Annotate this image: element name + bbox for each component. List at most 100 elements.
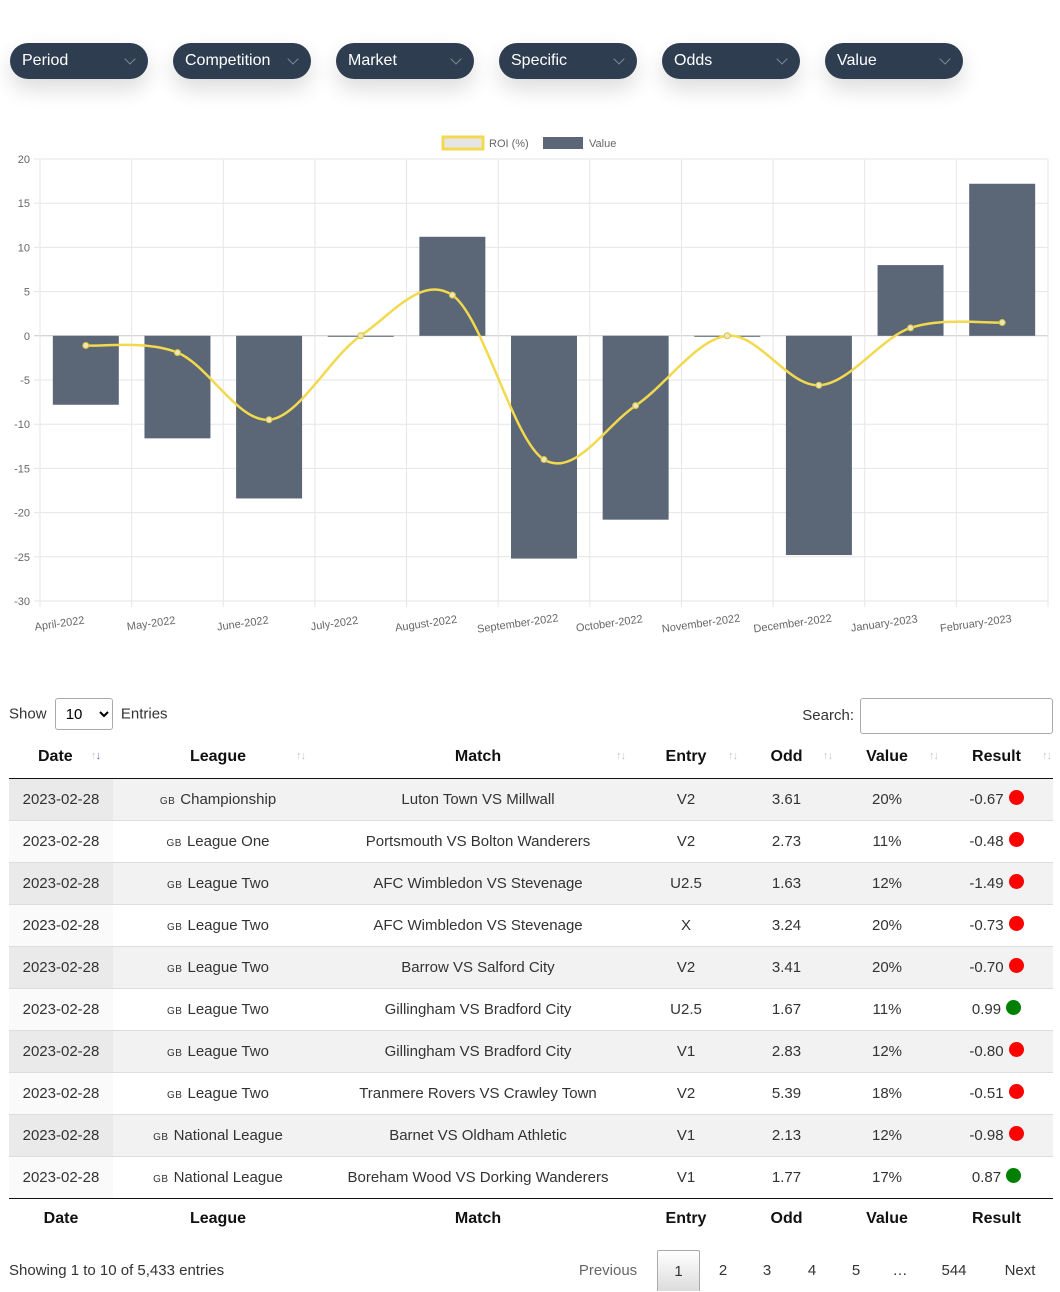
cell-result: -0.73 bbox=[940, 903, 1053, 946]
chevron-down-icon bbox=[939, 53, 951, 65]
roi-point bbox=[357, 332, 365, 340]
cell-odd: 2.73 bbox=[739, 819, 834, 862]
roi-line bbox=[82, 288, 1006, 465]
footer-value: Value bbox=[834, 1197, 940, 1240]
page-button-3[interactable]: 3 bbox=[762, 1262, 772, 1279]
table-row: 2023-02-28 GB League Two AFC Wimbledon VS S… bbox=[9, 903, 1053, 946]
result-value: -0.70 bbox=[969, 959, 1004, 976]
column-header-label: Date bbox=[38, 747, 73, 765]
page-button-5[interactable]: 5 bbox=[851, 1262, 861, 1279]
x-tick-label: November-2022 bbox=[661, 613, 741, 636]
cell-value: 11% bbox=[834, 987, 940, 1030]
cell-value: 12% bbox=[834, 861, 940, 904]
gb-flag-icon: GB bbox=[166, 837, 182, 849]
gb-flag-icon: GB bbox=[153, 1173, 169, 1185]
cell-entry: V2 bbox=[633, 819, 739, 862]
next-button[interactable]: Next bbox=[1004, 1262, 1036, 1279]
table-footer-row: Date League Match Entry Odd Value Result bbox=[9, 1197, 1053, 1240]
value-bar bbox=[511, 335, 577, 559]
table-row: 2023-02-28 GB National League Boreham Wood … bbox=[9, 1155, 1053, 1198]
y-tick-label: -15 bbox=[14, 463, 30, 475]
cell-result: -0.51 bbox=[940, 1071, 1053, 1114]
page-button-1[interactable]: 1 bbox=[657, 1250, 700, 1291]
cell-league: GB League Two bbox=[113, 987, 323, 1030]
x-tick-label: May-2022 bbox=[126, 615, 176, 634]
cell-entry: V2 bbox=[633, 1071, 739, 1114]
cell-league: GB League Two bbox=[113, 1071, 323, 1114]
table-row: 2023-02-28 GB National League Barnet VS Old… bbox=[9, 1113, 1053, 1156]
cell-odd: 1.67 bbox=[739, 987, 834, 1030]
x-tick-label: September-2022 bbox=[476, 612, 559, 635]
league-name: League Two bbox=[187, 958, 269, 976]
competition-filter-label: Competition bbox=[185, 52, 271, 69]
y-tick-label: -10 bbox=[14, 419, 30, 431]
value-bars bbox=[52, 183, 1036, 559]
league-name: Championship bbox=[180, 790, 277, 808]
cell-entry: V2 bbox=[633, 945, 739, 988]
value-bar bbox=[419, 236, 486, 336]
roi-legend-label: ROI (%) bbox=[489, 138, 529, 150]
table-body: 2023-02-28 GB Championship Luton Town VS Mi… bbox=[9, 777, 1053, 1198]
gb-flag-icon: GB bbox=[167, 921, 183, 933]
cell-odd: 1.63 bbox=[739, 861, 834, 904]
search-input[interactable] bbox=[860, 698, 1053, 734]
value-filter[interactable]: Value bbox=[825, 43, 963, 79]
cell-odd: 1.77 bbox=[739, 1155, 834, 1198]
cell-value: 20% bbox=[834, 945, 940, 988]
page-button-4[interactable]: 4 bbox=[807, 1262, 817, 1279]
sort-icon: ↑↓ bbox=[616, 750, 626, 762]
page-length-select[interactable]: 10 bbox=[54, 698, 113, 730]
sort-icon: ↑↓ bbox=[91, 750, 101, 762]
cell-league: GB League One bbox=[113, 819, 323, 862]
cell-date: 2023-02-28 bbox=[9, 819, 113, 862]
cell-league: GB Championship bbox=[113, 777, 323, 820]
roi-point bbox=[907, 324, 915, 332]
entries-label: Entries bbox=[120, 705, 168, 723]
cell-match: Barnet VS Oldham Athletic bbox=[323, 1113, 633, 1156]
column-header-odd[interactable]: Odd ↑↓ bbox=[739, 736, 834, 779]
period-filter-label: Period bbox=[22, 52, 69, 69]
column-header-match[interactable]: Match ↑↓ bbox=[323, 736, 633, 779]
table-row: 2023-02-28 GB Championship Luton Town VS Mi… bbox=[9, 777, 1053, 820]
show-label: Show bbox=[9, 705, 47, 723]
footer-odd: Odd bbox=[739, 1197, 834, 1240]
odds-filter[interactable]: Odds bbox=[662, 43, 800, 79]
page-button-544[interactable]: 544 bbox=[941, 1262, 967, 1279]
column-header-date[interactable]: Date ↑↓ bbox=[9, 736, 113, 779]
y-tick-label: 15 bbox=[18, 198, 30, 210]
odds-filter-label: Odds bbox=[674, 52, 713, 69]
roi-point bbox=[632, 402, 640, 410]
x-tick-label: October-2022 bbox=[575, 613, 643, 634]
league-name: League Two bbox=[187, 1084, 269, 1102]
table-row: 2023-02-28 GB League Two Tranmere Rovers VS… bbox=[9, 1071, 1053, 1114]
period-filter[interactable]: Period bbox=[10, 43, 148, 79]
specific-filter[interactable]: Specific bbox=[499, 43, 637, 79]
column-header-league[interactable]: League ↑↓ bbox=[113, 736, 323, 779]
value-legend-label: Value bbox=[589, 138, 616, 150]
cell-match: Tranmere Rovers VS Crawley Town bbox=[323, 1071, 633, 1114]
previous-button[interactable]: Previous bbox=[578, 1262, 638, 1279]
cell-result: -0.67 bbox=[940, 777, 1053, 820]
cell-odd: 2.13 bbox=[739, 1113, 834, 1156]
column-header-result[interactable]: Result ↑↓ bbox=[940, 736, 1053, 779]
column-header-entry[interactable]: Entry ↑↓ bbox=[633, 736, 739, 779]
market-filter[interactable]: Market bbox=[336, 43, 474, 79]
cell-date: 2023-02-28 bbox=[9, 945, 113, 988]
competition-filter[interactable]: Competition bbox=[173, 43, 311, 79]
page-button-2[interactable]: 2 bbox=[718, 1262, 728, 1279]
cell-value: 11% bbox=[834, 819, 940, 862]
column-header-value[interactable]: Value ↑↓ bbox=[834, 736, 940, 779]
x-tick-label: August-2022 bbox=[394, 614, 457, 635]
loss-indicator-icon bbox=[1008, 874, 1024, 889]
x-tick-label: January-2023 bbox=[850, 613, 918, 634]
value-bar bbox=[785, 335, 852, 556]
league-name: League Two bbox=[187, 1000, 269, 1018]
footer-league: League bbox=[113, 1197, 323, 1240]
column-header-label: Result bbox=[972, 747, 1021, 765]
roi-legend-swatch bbox=[441, 135, 485, 151]
cell-result: -1.49 bbox=[940, 861, 1053, 904]
cell-date: 2023-02-28 bbox=[9, 777, 113, 820]
loss-indicator-icon bbox=[1008, 1084, 1024, 1099]
result-value: -0.73 bbox=[969, 917, 1004, 934]
table-row: 2023-02-28 GB League Two AFC Wimbledon VS S… bbox=[9, 861, 1053, 904]
